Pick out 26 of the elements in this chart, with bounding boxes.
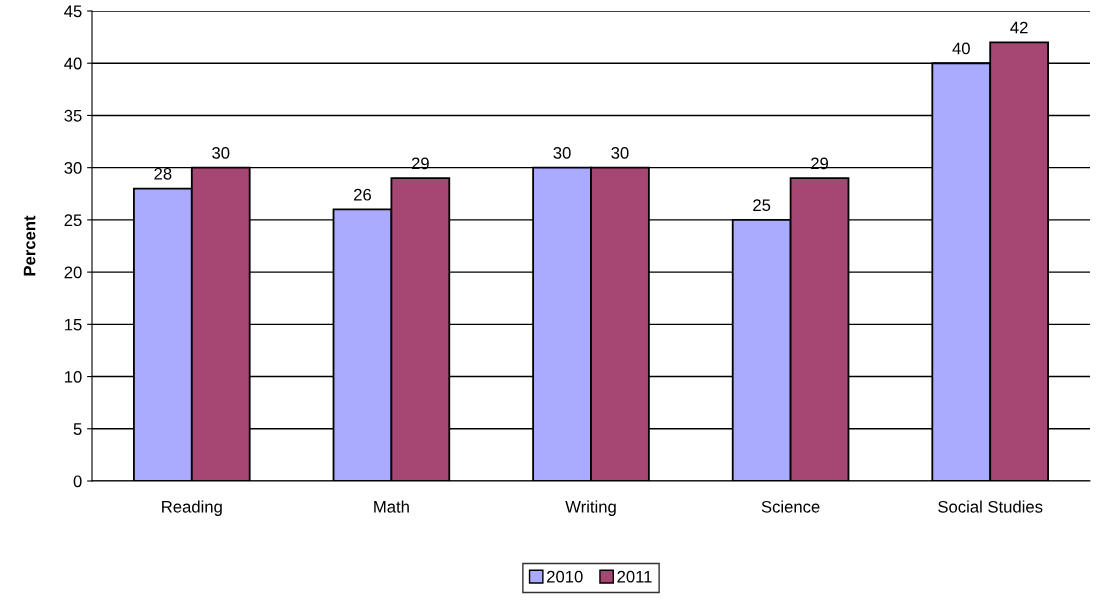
x-tick-label: Writing xyxy=(565,500,616,516)
data-label: 26 xyxy=(354,188,371,201)
data-label: 42 xyxy=(1010,21,1028,34)
y-axis-title: Percent xyxy=(23,215,36,276)
x-tick-label: Science xyxy=(761,500,820,513)
data-label: 30 xyxy=(212,147,230,159)
y-tick-label: 30 xyxy=(64,162,82,174)
legend-label: 2011 xyxy=(617,570,652,583)
x-tick-label: Social Studies xyxy=(938,500,1043,513)
y-tick-label: 0 xyxy=(73,475,82,488)
x-tick-label: Reading xyxy=(162,500,222,516)
data-label: 28 xyxy=(154,167,172,180)
data-label: 30 xyxy=(553,147,571,159)
y-tick-label: 45 xyxy=(64,5,82,18)
y-tick-label: 10 xyxy=(65,370,82,383)
y-tick-label: 35 xyxy=(64,109,82,122)
x-tick-label: Math xyxy=(374,500,409,513)
data-label: 25 xyxy=(753,199,771,212)
y-tick-label: 40 xyxy=(64,57,82,70)
y-tick-label: 5 xyxy=(73,423,82,435)
data-label: 30 xyxy=(611,147,629,159)
y-tick-label: 15 xyxy=(65,318,82,331)
y-tick-label: 25 xyxy=(64,214,82,227)
y-tick-label: 20 xyxy=(64,266,82,279)
legend-label: 2010 xyxy=(547,570,583,583)
data-label: 40 xyxy=(952,42,970,55)
